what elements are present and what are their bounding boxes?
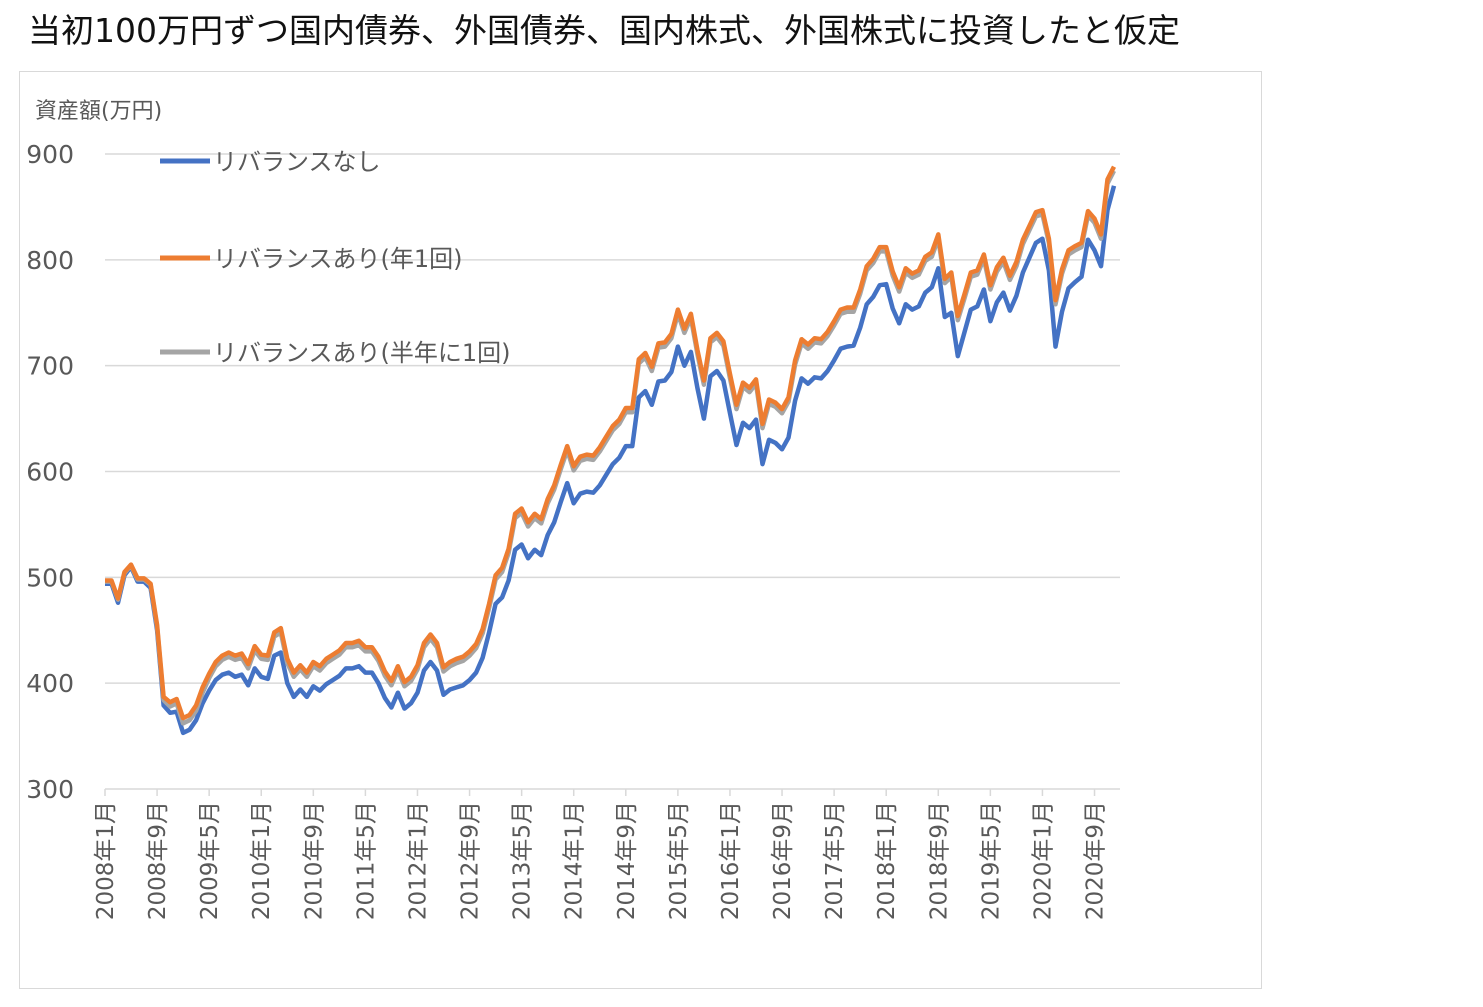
- legend-label: リバランスなし: [213, 148, 381, 176]
- x-tick-label: 2017年5月: [822, 801, 848, 920]
- y-axis-label: 資産額(万円): [35, 99, 162, 124]
- legend-label: リバランスあり(年1回): [213, 245, 463, 273]
- x-tick-label: 2013年5月: [510, 801, 536, 920]
- y-tick-label: 900: [26, 140, 74, 169]
- x-tick-label: 2018年1月: [874, 801, 900, 920]
- chart-title: 当初100万円ずつ国内債券、外国債券、国内株式、外国株式に投資したと仮定: [28, 11, 1180, 50]
- x-tick-label: 2019年5月: [978, 801, 1004, 920]
- x-tick-label: 2014年9月: [614, 801, 640, 920]
- x-tick-label: 2020年1月: [1030, 801, 1056, 920]
- series-line: [105, 185, 1117, 736]
- x-tick-label: 2011年5月: [353, 801, 379, 920]
- y-tick-label: 800: [26, 246, 74, 275]
- x-tick-label: 2020年9月: [1083, 801, 1109, 920]
- x-tick-label: 2018年9月: [926, 801, 952, 920]
- y-tick-label: 400: [26, 669, 74, 698]
- x-tick-label: 2009年5月: [197, 801, 223, 920]
- x-tick-label: 2008年9月: [145, 801, 171, 920]
- y-tick-label: 700: [26, 352, 74, 381]
- chart-frame: [19, 71, 1262, 989]
- legend-label: リバランスあり(半年に1回): [213, 339, 511, 367]
- x-tick-label: 2016年1月: [718, 801, 744, 920]
- y-tick-label: 500: [26, 563, 74, 592]
- x-tick-label: 2015年5月: [666, 801, 692, 920]
- x-tick-label: 2016年9月: [770, 801, 796, 920]
- x-tick-label: 2008年1月: [93, 801, 119, 920]
- y-tick-label: 300: [26, 775, 74, 804]
- x-tick-label: 2012年1月: [405, 801, 431, 920]
- x-tick-label: 2012年9月: [458, 801, 484, 920]
- y-tick-label: 600: [26, 458, 74, 487]
- series-line: [105, 165, 1117, 721]
- x-tick-label: 2010年9月: [301, 801, 327, 920]
- x-tick-label: 2010年1月: [249, 801, 275, 920]
- x-tick-label: 2014年1月: [562, 801, 588, 920]
